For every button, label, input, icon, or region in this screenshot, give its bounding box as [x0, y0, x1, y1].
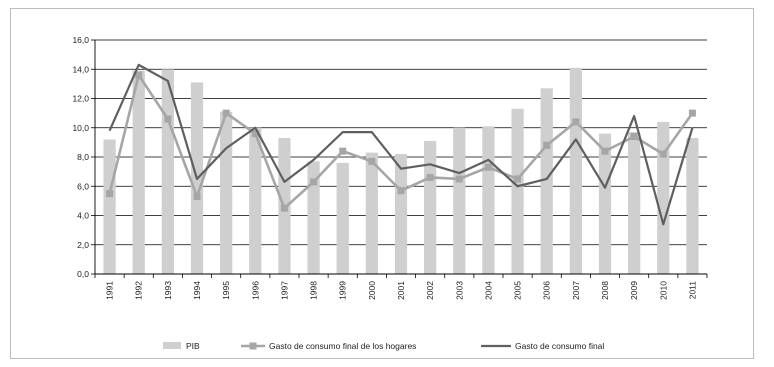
- x-tick-label: 2007: [571, 281, 581, 300]
- x-tick-label: 2005: [513, 281, 523, 300]
- bar-pib: [103, 139, 116, 274]
- x-tick-label: 1997: [279, 281, 289, 300]
- legend-marker-hogares: [249, 342, 257, 350]
- x-tick-label: 2008: [600, 281, 610, 300]
- x-tick-label: 1999: [338, 281, 348, 300]
- bar-pib: [453, 127, 466, 274]
- y-tick-label: 12,0: [72, 94, 89, 104]
- x-tick-label: 2001: [396, 281, 406, 300]
- y-tick-label: 4,0: [77, 211, 89, 221]
- x-tick-label: 1994: [192, 281, 202, 300]
- legend: PIB Gasto de consumo final de los hogares…: [163, 341, 604, 351]
- x-tick-label: 1991: [105, 281, 115, 300]
- x-tick-label: 2004: [483, 281, 493, 300]
- bar-pib: [424, 140, 437, 274]
- marker-hogares: [193, 192, 201, 200]
- chart: 0,0 2,0 4,0 6,0 8,0 10,0 12,0 14,0 16,0 1991 1992…: [72, 35, 708, 351]
- legend-label: Gasto de consumo final: [515, 341, 604, 351]
- marker-hogares: [484, 163, 492, 171]
- bar-pib: [686, 137, 699, 274]
- x-tick-label: 1996: [250, 281, 260, 300]
- bar-pib: [220, 111, 233, 274]
- marker-hogares: [455, 175, 463, 183]
- legend-label: PIB: [186, 341, 200, 351]
- line-gasto-consumo-final: [108, 63, 694, 226]
- marker-hogares: [368, 157, 376, 165]
- marker-hogares: [688, 109, 696, 117]
- x-tick-labels: 1991 1992 1993 1994 1995 1996 1997 1998 1999 2000…: [105, 281, 698, 300]
- y-tick-label: 10,0: [72, 123, 89, 133]
- bar-pib: [161, 69, 174, 274]
- marker-hogares: [543, 141, 551, 149]
- bar-pib: [336, 162, 349, 274]
- bar-pib: [569, 67, 582, 274]
- x-tick-label: 2000: [367, 281, 377, 300]
- x-tick-label: 1998: [309, 281, 319, 300]
- bar-pib: [540, 88, 553, 274]
- bar-pib: [249, 127, 262, 274]
- bar-series: [103, 67, 699, 275]
- y-tick-label: 2,0: [77, 240, 89, 250]
- y-tick-label: 14,0: [72, 64, 89, 74]
- marker-hogares: [630, 133, 638, 141]
- legend-swatch-pib: [163, 342, 181, 349]
- x-tick-label: 2003: [454, 281, 464, 300]
- bar-pib: [394, 154, 408, 274]
- y-tick-label: 6,0: [77, 181, 89, 191]
- axes: [91, 39, 708, 278]
- marker-hogares: [106, 190, 114, 198]
- bar-pib: [511, 108, 524, 274]
- bar-pib: [628, 132, 641, 274]
- line-series: [106, 63, 696, 226]
- x-tick-label: 2002: [425, 281, 435, 300]
- x-tick-label: 2010: [658, 281, 668, 300]
- marker-hogares: [397, 187, 405, 195]
- bar-pib: [365, 152, 378, 274]
- y-tick-labels: 0,0 2,0 4,0 6,0 8,0 10,0 12,0 14,0 16,0: [72, 35, 89, 279]
- marker-hogares: [426, 173, 434, 181]
- x-tick-label: 2006: [542, 281, 552, 300]
- bar-pib: [482, 126, 495, 274]
- marker-hogares: [251, 130, 259, 138]
- marker-hogares: [572, 118, 580, 126]
- marker-hogares: [339, 147, 347, 155]
- marker-hogares: [601, 147, 609, 155]
- chart-frame: 0,0 2,0 4,0 6,0 8,0 10,0 12,0 14,0 16,0 1991 1992…: [10, 8, 754, 359]
- marker-hogares: [135, 71, 143, 79]
- bar-pib: [132, 70, 145, 275]
- marker-hogares: [222, 109, 230, 117]
- y-tick-label: 8,0: [77, 152, 89, 162]
- legend-label: Gasto de consumo final de los hogares: [269, 341, 416, 351]
- bar-pib: [598, 133, 612, 274]
- marker-hogares: [280, 204, 288, 212]
- marker-hogares: [659, 150, 667, 158]
- x-tick-label: 1993: [163, 281, 173, 300]
- y-tick-label: 0,0: [77, 269, 89, 279]
- marker-hogares: [310, 178, 318, 186]
- marker-hogares: [514, 175, 522, 183]
- x-tick-label: 2009: [629, 281, 639, 300]
- marker-hogares: [164, 115, 172, 123]
- y-tick-label: 16,0: [72, 35, 89, 45]
- x-tick-label: 2011: [687, 281, 697, 300]
- x-tick-label: 1992: [134, 281, 144, 300]
- x-tick-label: 1995: [221, 281, 231, 300]
- bar-pib: [307, 161, 320, 274]
- bar-pib: [657, 121, 670, 275]
